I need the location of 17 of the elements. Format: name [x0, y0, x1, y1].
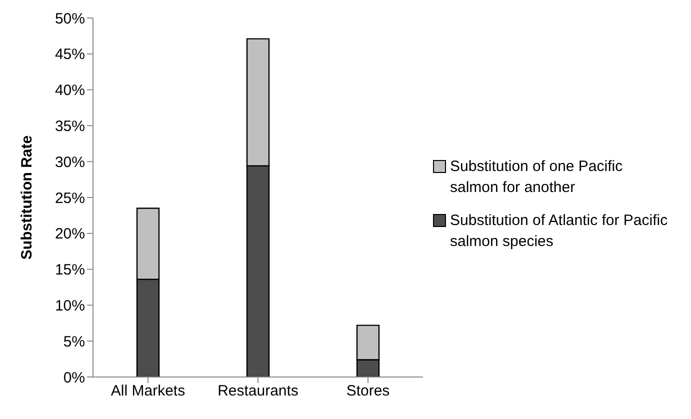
- y-tick-label: 50%: [54, 10, 85, 28]
- y-tick-label: 30%: [54, 154, 85, 171]
- y-tick-label: 20%: [54, 226, 85, 243]
- x-tick-label: Stores: [346, 382, 390, 400]
- y-axis-title: Substitution Rate: [18, 135, 36, 260]
- legend-label: Substitution of Atlantic for Pacific salmon species: [450, 210, 669, 252]
- y-tick-label: 25%: [54, 190, 85, 207]
- legend-label: Substitution of one Pacific salmon for another: [450, 156, 624, 198]
- y-tick-label: 0%: [63, 369, 85, 386]
- y-tick-label: 10%: [54, 298, 85, 315]
- y-tick-label: 35%: [54, 118, 85, 136]
- y-tick-label: 15%: [54, 262, 85, 279]
- x-tick-label: All Markets: [110, 382, 186, 400]
- y-tick-label: 40%: [54, 82, 85, 100]
- x-tick-label: Restaurants: [218, 382, 298, 400]
- y-tick-label: 5%: [63, 333, 85, 350]
- y-tick-label: 45%: [54, 46, 85, 64]
